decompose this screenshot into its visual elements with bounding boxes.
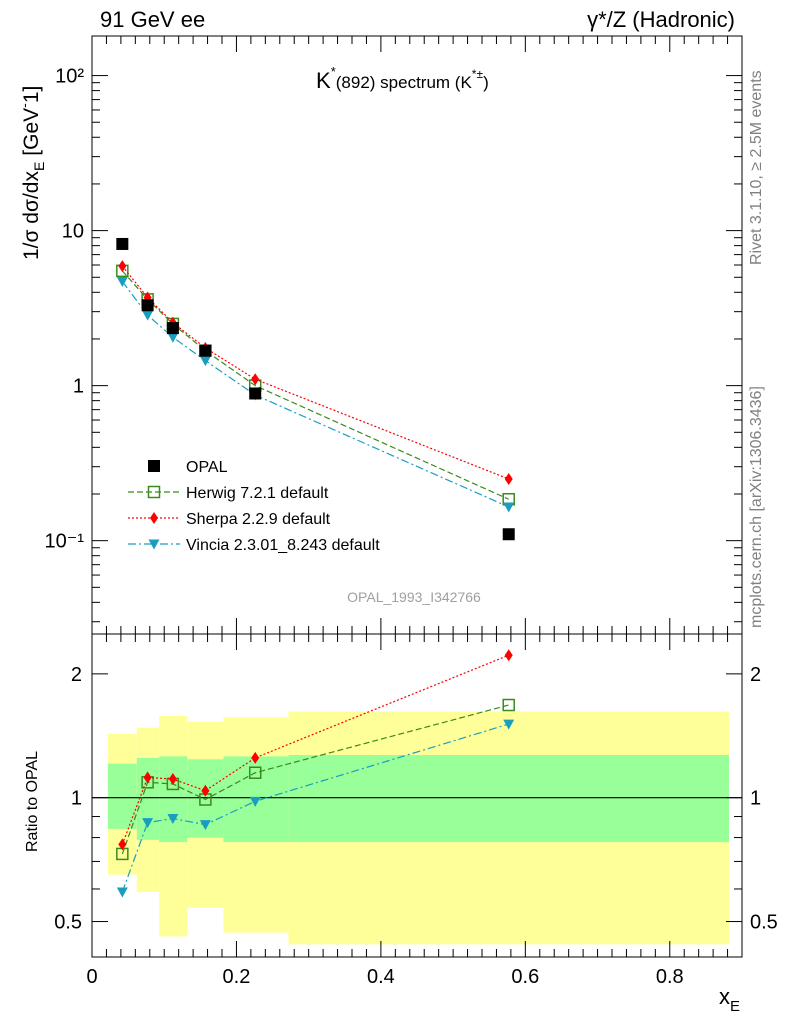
ylabel-sup: - xyxy=(16,103,32,108)
vincia-2-3-01-8-243-default-point xyxy=(167,332,179,343)
rivet-version-label: Rivet 3.1.10, ≥ 2.5M events xyxy=(748,70,765,265)
x-tick-label: 0.6 xyxy=(511,966,539,988)
ylabel-main: 1/σ dσ/dx xyxy=(20,171,43,260)
analysis-id-label: OPAL_1993_I342766 xyxy=(347,589,481,605)
xlabel-sub: E xyxy=(730,998,740,1015)
ratio-y-tick-label-left: 0.5 xyxy=(54,912,82,934)
ratio-y-tick-label-right: 2 xyxy=(750,664,761,686)
opal-point xyxy=(141,299,154,312)
vincia-2-3-01-8-243-default-ratio-point xyxy=(199,820,211,831)
herwig-7-2-1-default-ratio-line xyxy=(121,704,509,855)
x-tick-label: 0.4 xyxy=(367,966,395,988)
ratio-y-tick-label-right: 0.5 xyxy=(750,912,778,934)
title-sup: * xyxy=(331,64,336,79)
x-tick-label: 0.2 xyxy=(223,966,251,988)
inner-uncertainty-band xyxy=(159,756,188,843)
opal-point xyxy=(502,528,515,541)
xlabel-main: x xyxy=(719,984,730,1009)
vincia-2-3-01-8-243-default-point xyxy=(503,502,515,513)
vincia-2-3-01-8-243-default-ratio-point xyxy=(116,887,128,898)
sherpa-2-2-9-default-point xyxy=(504,472,513,485)
herwig-7-2-1-default-legend-marker xyxy=(147,485,161,499)
opal-point xyxy=(199,344,212,357)
ratio-panel-series xyxy=(116,649,515,898)
sherpa-2-2-9-default-line xyxy=(121,265,509,480)
vincia-2-3-01-8-243-default-point xyxy=(142,310,154,321)
herwig-7-2-1-default-legend-label: Herwig 7.2.1 default xyxy=(186,485,329,502)
ratio-y-tick-label-right: 1 xyxy=(750,788,761,810)
ratio-y-tick-label-left: 2 xyxy=(71,664,82,686)
ratio-plot-frame xyxy=(91,633,743,958)
sherpa-2-2-9-default-ratio-point xyxy=(168,773,177,786)
ratio-y-tick-label-left: 1 xyxy=(71,788,82,810)
main-y-tick-label: 10⁻¹ xyxy=(45,531,85,553)
legend: OPAL Herwig 7.2.1 default Sherpa 2.2.9 def… xyxy=(128,459,380,554)
title-end: ) xyxy=(483,73,489,92)
x-tick-label: 0.8 xyxy=(656,966,684,988)
herwig-7-2-1-default-ratio-point xyxy=(502,698,515,712)
vincia-2-3-01-8-243-default-point xyxy=(116,276,128,287)
x-tick-label: 0 xyxy=(86,966,97,988)
sherpa-2-2-9-default-point xyxy=(118,260,127,273)
sherpa-2-2-9-default-ratio-point xyxy=(251,751,260,764)
sherpa-2-2-9-default-legend-label: Sherpa 2.2.9 default xyxy=(186,511,331,528)
sherpa-2-2-9-default-ratio-point xyxy=(504,649,513,662)
vincia-2-3-01-8-243-default-point xyxy=(199,356,211,367)
vincia-2-3-01-8-243-default-ratio-point xyxy=(142,818,154,829)
inner-uncertainty-band xyxy=(288,755,729,843)
sherpa-2-2-9-default-ratio-point xyxy=(201,784,210,797)
opal-legend-label: OPAL xyxy=(186,459,228,476)
main-y-tick-label: 10 xyxy=(62,221,84,243)
title-sup2: *± xyxy=(472,67,484,81)
main-y-tick-label: 10² xyxy=(55,66,84,88)
x-axis-label: xE xyxy=(719,984,740,1015)
vincia-2-3-01-8-243-default-ratio-point xyxy=(503,719,515,730)
inner-uncertainty-band xyxy=(107,763,137,829)
ylabel-unit: [GeV xyxy=(20,108,43,156)
sherpa-2-2-9-default-legend-marker xyxy=(150,512,158,524)
main-y-tick-label: 1 xyxy=(73,376,84,398)
plot-title: K*(892) spectrum (K*±) xyxy=(316,64,489,93)
herwig-7-2-1-default-line xyxy=(121,270,509,500)
vincia-2-3-01-8-243-default-legend-marker xyxy=(148,539,160,550)
opal-point xyxy=(166,322,179,335)
main-panel-series xyxy=(116,237,515,541)
data-series xyxy=(116,237,515,898)
main-y-axis-label: 1/σ dσ/dxE [GeV-1] xyxy=(16,86,47,260)
ratio-y-axis-label: Ratio to OPAL xyxy=(24,751,41,852)
sherpa-2-2-9-default-point xyxy=(251,373,260,386)
vincia-2-3-01-8-243-default-ratio-line xyxy=(121,723,509,893)
opal-point xyxy=(116,237,129,250)
sherpa-2-2-9-default-ratio-line xyxy=(121,654,509,845)
opal-point xyxy=(249,387,262,400)
axes: 10² 10 1 10⁻¹ 2 2 1 1 0.5 0.5 0 0.2 0.4 0.6 0.8 xyxy=(45,35,778,988)
process-label: γ*/Z (Hadronic) xyxy=(587,7,735,32)
herwig-7-2-1-default-ratio-point xyxy=(248,766,262,779)
vincia-2-3-01-8-243-default-ratio-point xyxy=(167,814,179,825)
title-sub: (892) spectrum (K xyxy=(336,73,473,92)
vincia-2-3-01-8-243-default-ratio-point xyxy=(249,796,261,807)
energy-label: 91 GeV ee xyxy=(100,7,205,32)
sherpa-2-2-9-default-ratio-point xyxy=(143,771,152,784)
ylabel-end: 1] xyxy=(20,86,43,104)
title-main: K xyxy=(316,68,331,93)
ylabel-sub: E xyxy=(31,162,47,171)
vincia-2-3-01-8-243-default-legend-label: Vincia 2.3.01_8.243 default xyxy=(186,537,380,554)
opal-legend-marker xyxy=(148,460,160,472)
sherpa-2-2-9-default-ratio-point xyxy=(118,838,127,851)
uncertainty-bands xyxy=(107,711,729,945)
mcplots-reference-label: mcplots.cern.ch [arXiv:1306.3436] xyxy=(748,386,765,628)
